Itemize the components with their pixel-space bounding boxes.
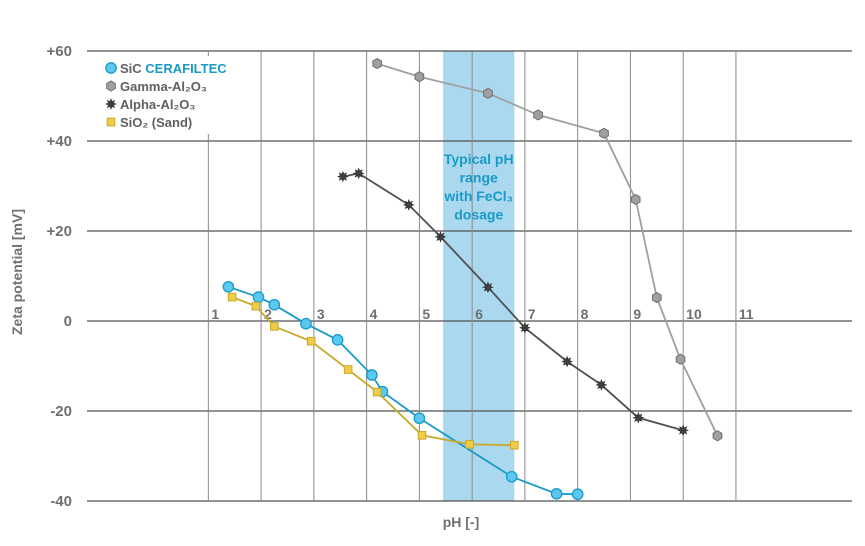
series-1 <box>372 58 723 442</box>
data-point <box>550 487 563 500</box>
data-point <box>533 109 543 121</box>
data-point <box>337 170 349 183</box>
y-tick-label: +60 <box>47 43 72 60</box>
series-3 <box>227 292 519 450</box>
data-point <box>413 412 426 425</box>
series-2 <box>337 167 690 437</box>
ph-band <box>443 51 515 501</box>
x-tick-label: 6 <box>475 306 483 322</box>
data-point <box>227 292 237 302</box>
legend-label-part: SiC <box>120 61 145 76</box>
x-tick-label: 3 <box>317 306 325 322</box>
y-tick-label: +20 <box>47 223 72 240</box>
data-point <box>561 355 573 368</box>
legend-label: Alpha-Al₂O₃ <box>120 97 195 112</box>
data-point <box>366 369 378 381</box>
y-tick-label: 0 <box>64 313 72 330</box>
y-axis-title: Zeta potential [mV] <box>9 209 25 335</box>
y-tick-label: -20 <box>50 403 72 420</box>
legend-label: Gamma-Al₂O₃ <box>120 79 207 94</box>
data-point <box>632 411 645 424</box>
legend-label: SiO₂ (Sand) <box>120 115 192 130</box>
legend-marker <box>105 62 117 74</box>
data-point <box>402 199 415 211</box>
data-point <box>677 424 690 437</box>
legend-marker <box>106 80 116 92</box>
y-tick-label: +40 <box>47 133 72 150</box>
data-point <box>222 280 235 293</box>
x-tick-label: 7 <box>528 306 536 322</box>
data-point <box>252 291 265 303</box>
data-point <box>372 58 382 70</box>
y-tick-label: -40 <box>50 493 72 510</box>
ph-band-label-line: Typical pH <box>444 151 514 167</box>
data-point <box>519 321 531 334</box>
data-point <box>343 365 353 374</box>
legend-label: SiC CERAFILTEC <box>120 61 227 76</box>
ph-band-layer <box>443 51 515 501</box>
data-point <box>306 336 316 346</box>
x-tick-labels: 1 2 3 4 5 6 7 8 9 10 11 <box>211 306 754 322</box>
data-point <box>300 317 312 330</box>
data-point <box>571 488 584 501</box>
ph-band-label-line: dosage <box>454 207 503 223</box>
x-tick-label: 8 <box>581 306 589 322</box>
ph-band-label: Typical pH range with FeCl₃ dosage <box>443 151 513 223</box>
data-point <box>414 71 425 83</box>
x-tick-label: 11 <box>739 306 754 322</box>
legend-background <box>100 56 250 134</box>
data-point <box>269 322 279 331</box>
data-point <box>251 301 261 311</box>
y-tick-labels: +60 +40 +20 0 -20 -40 <box>47 43 72 510</box>
x-tick-label: 2 <box>264 306 272 322</box>
ph-band-label-line: range <box>460 170 498 186</box>
data-point <box>651 292 662 304</box>
data-point <box>505 470 518 483</box>
x-axis-title: pH [-] <box>443 514 480 530</box>
legend-marker <box>105 98 117 110</box>
series-line <box>342 172 684 432</box>
data-point <box>352 167 365 180</box>
x-tick-label: 1 <box>211 306 219 322</box>
data-point <box>417 431 427 440</box>
data-point <box>630 193 641 206</box>
data-point <box>372 387 382 397</box>
x-tick-label: 5 <box>422 306 430 322</box>
data-point <box>712 430 723 442</box>
legend-marker <box>106 117 116 127</box>
data-point <box>268 298 281 311</box>
data-point <box>331 334 344 346</box>
ph-band-label-line: with FeCl₃ <box>443 188 513 204</box>
series-0 <box>222 280 584 501</box>
data-point <box>595 379 608 391</box>
x-tick-label: 9 <box>633 306 641 322</box>
data-point <box>483 87 493 99</box>
x-tick-label: 4 <box>370 306 378 322</box>
data-point <box>482 281 494 294</box>
x-tick-label: 10 <box>686 306 702 322</box>
data-point <box>675 353 686 365</box>
data-point <box>510 440 519 450</box>
data-point <box>465 440 474 449</box>
series-layer <box>222 58 723 501</box>
grid-layer <box>87 50 852 502</box>
legend-label-brand: CERAFILTEC <box>145 61 227 76</box>
data-point <box>599 127 609 139</box>
legend: SiC CERAFILTEC Gamma-Al₂O₃ Alpha-Al₂O₃ SiO₂… <box>100 56 250 134</box>
data-point <box>434 231 447 243</box>
